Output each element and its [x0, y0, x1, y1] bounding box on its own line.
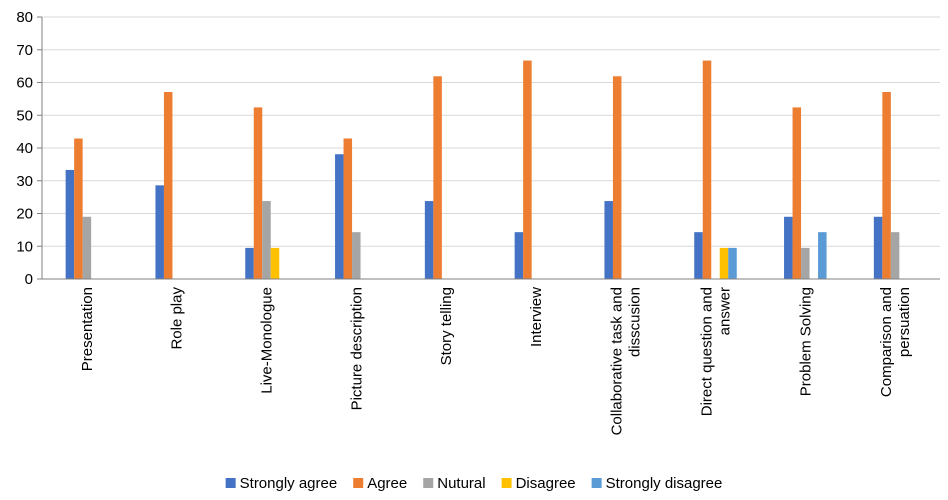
- y-tick-label: 50: [16, 107, 33, 124]
- bar: [694, 232, 703, 279]
- bar: [262, 201, 271, 279]
- legend-label: Strongly agree: [240, 475, 338, 492]
- y-tick-label: 0: [25, 271, 33, 288]
- x-tick-label: Direct question and: [699, 287, 716, 416]
- bar: [253, 107, 263, 279]
- x-tick-label: Interview: [528, 287, 545, 347]
- y-tick-label: 20: [16, 206, 33, 223]
- bar: [74, 138, 83, 279]
- bar: [163, 92, 173, 279]
- x-tick-label: Collaborative task and: [609, 287, 626, 435]
- x-tick-labels: Presentation Role play Live-Monologue Pictu…: [79, 287, 913, 436]
- bars: [65, 60, 900, 280]
- bar: [719, 247, 729, 279]
- bar: [873, 216, 883, 279]
- bar: [604, 201, 613, 279]
- bar: [155, 185, 164, 279]
- y-tick-label: 10: [16, 238, 33, 255]
- legend-label: Strongly disagree: [606, 475, 723, 492]
- legend: Strongly agree Agree Nutural Disagree Strong…: [225, 475, 723, 492]
- bar: [818, 232, 827, 279]
- x-tick-label: Live-Monologue: [259, 287, 276, 394]
- y-tick-label: 40: [16, 140, 33, 157]
- x-tick-label: Role play: [169, 287, 186, 350]
- bar: [352, 232, 361, 279]
- grid-lines: [42, 16, 940, 247]
- bar: [612, 76, 622, 279]
- bar: [82, 216, 92, 279]
- bar: [343, 138, 353, 279]
- x-tick-label: Problem Solving: [797, 287, 814, 396]
- x-tick-label: disscusion: [627, 287, 644, 357]
- y-tick-label: 70: [16, 42, 33, 59]
- legend-label: Disagree: [516, 475, 576, 492]
- bar: [728, 247, 737, 279]
- y-tick-label: 80: [16, 9, 33, 26]
- y-tick-labels: 0 10 20 30 40 50 60 70 80: [16, 9, 33, 288]
- legend-label: Nutural: [437, 475, 485, 492]
- x-tick-label: persuation: [896, 287, 913, 357]
- bar: [882, 92, 891, 279]
- bar: [890, 232, 900, 279]
- x-tick-label: answer: [717, 287, 734, 335]
- x-tick-label: Comparison and: [878, 287, 895, 397]
- bar: [335, 154, 344, 279]
- bar: [801, 247, 810, 279]
- bar: [514, 232, 524, 279]
- legend-swatch: [225, 478, 236, 488]
- legend-swatch: [353, 478, 364, 488]
- bar: [784, 216, 793, 279]
- legend-label: Agree: [367, 475, 407, 492]
- bar: [65, 169, 75, 279]
- bar: [792, 107, 802, 279]
- bar: [433, 76, 442, 279]
- legend-swatch: [423, 478, 434, 488]
- x-tick-label: Story telling: [438, 287, 455, 365]
- legend-swatch: [591, 478, 602, 488]
- x-tick-label: Picture description: [348, 287, 365, 410]
- bar: [270, 247, 280, 279]
- x-tick-label: Presentation: [79, 287, 96, 371]
- axes: [37, 16, 940, 280]
- y-tick-label: 60: [16, 75, 33, 92]
- bar: [245, 247, 254, 279]
- bar: [523, 60, 532, 280]
- bar: [424, 201, 434, 279]
- y-tick-label: 30: [16, 173, 33, 190]
- bar: [702, 60, 712, 280]
- legend-swatch: [501, 478, 512, 488]
